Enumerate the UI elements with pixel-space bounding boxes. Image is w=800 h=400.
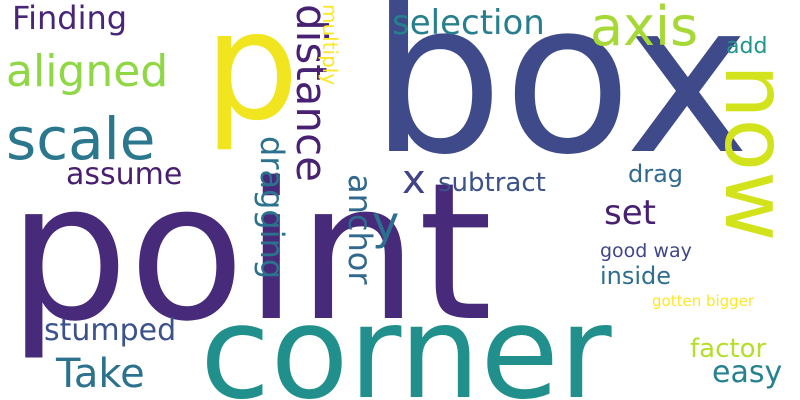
word-aligned: aligned: [6, 46, 169, 97]
word-dragging: dragging: [253, 136, 291, 280]
word-scale: scale: [6, 105, 156, 173]
word-box: box: [370, 0, 750, 201]
word-corner: corner: [200, 279, 612, 400]
word-add: add: [726, 34, 768, 59]
word-multiply: multiply: [318, 4, 342, 86]
word-factor: factor: [690, 334, 767, 364]
word-assume: assume: [66, 157, 183, 192]
word-inside: inside: [600, 262, 672, 290]
word-easy: easy: [712, 355, 783, 390]
word-distance: distance: [287, 4, 336, 182]
word-stumped: stumped: [44, 313, 177, 348]
word-finding: Finding: [12, 0, 128, 37]
word-gotten-bigger: gotten bigger: [652, 292, 755, 310]
word-x: x: [402, 157, 426, 203]
word-set: set: [604, 193, 656, 233]
word-axis: axis: [590, 0, 699, 58]
word-drag: drag: [628, 160, 684, 188]
word-point: point: [8, 142, 493, 363]
word-selection: selection: [392, 3, 545, 43]
word-anchor: anchor: [341, 174, 379, 285]
word-y: y: [372, 196, 400, 250]
word-good-way: good way: [600, 240, 692, 262]
word-take: Take: [56, 351, 145, 397]
word-now: now: [705, 64, 800, 242]
word-p: p: [204, 0, 300, 154]
word-subtract: subtract: [438, 168, 546, 198]
